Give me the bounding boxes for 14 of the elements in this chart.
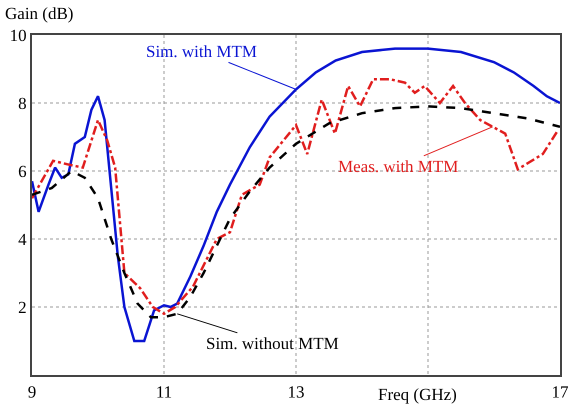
x-axis-title: Freq (GHz) [378,385,457,404]
x-tick-label: 17 [552,382,569,402]
x-tick-label: 9 [28,382,36,402]
y-tick-label: 2 [18,298,27,317]
legend-label: Meas. with MTM [338,157,458,176]
x-tick-label: 13 [288,382,304,402]
y-tick-label: 8 [18,94,27,113]
y-tick-label: 6 [18,162,27,181]
y-tick-label: 4 [18,230,28,249]
y-tick-label: 10 [10,26,27,45]
x-tick-label: 11 [156,382,172,402]
text: Sim. with MTM [146,42,257,61]
y-axis-title: Gain (dB) [5,4,74,23]
legend-label: Sim. without MTM [206,334,339,353]
